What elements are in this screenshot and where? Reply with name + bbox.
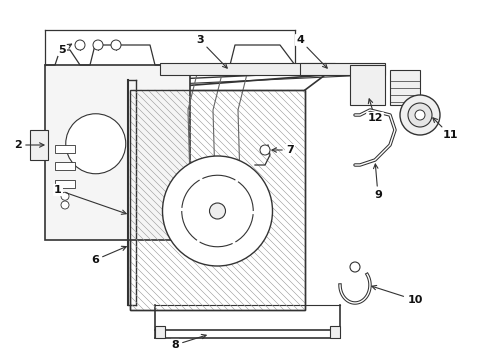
Circle shape [61, 192, 69, 200]
Circle shape [400, 95, 440, 135]
Text: 9: 9 [373, 164, 382, 200]
Text: 7: 7 [272, 145, 294, 155]
Circle shape [210, 203, 225, 219]
Bar [300, 63, 385, 75]
Text: 2: 2 [14, 140, 44, 150]
Circle shape [163, 156, 272, 266]
Bar [330, 326, 340, 338]
Text: 4: 4 [296, 35, 327, 68]
Text: 11: 11 [433, 118, 458, 140]
Circle shape [93, 40, 103, 50]
Circle shape [61, 201, 69, 209]
Circle shape [111, 40, 121, 50]
Text: 10: 10 [372, 285, 423, 305]
Bar [390, 70, 420, 105]
Bar [55, 144, 75, 153]
Circle shape [408, 103, 432, 127]
Bar [55, 162, 75, 170]
Text: 3: 3 [196, 35, 227, 68]
Circle shape [75, 40, 85, 50]
Circle shape [350, 262, 360, 272]
Text: 8: 8 [171, 334, 206, 350]
Bar [130, 90, 305, 310]
Bar [160, 63, 335, 75]
Text: 6: 6 [91, 246, 126, 265]
Bar [30, 130, 48, 160]
Text: 5: 5 [58, 44, 72, 55]
Text: 1: 1 [54, 185, 126, 214]
Circle shape [260, 145, 270, 155]
Bar [350, 65, 385, 105]
Circle shape [66, 114, 126, 174]
Bar [130, 90, 305, 310]
Bar [155, 326, 165, 338]
Bar [55, 180, 75, 188]
Circle shape [415, 110, 425, 120]
Bar [45, 65, 190, 240]
Text: 12: 12 [367, 99, 383, 123]
